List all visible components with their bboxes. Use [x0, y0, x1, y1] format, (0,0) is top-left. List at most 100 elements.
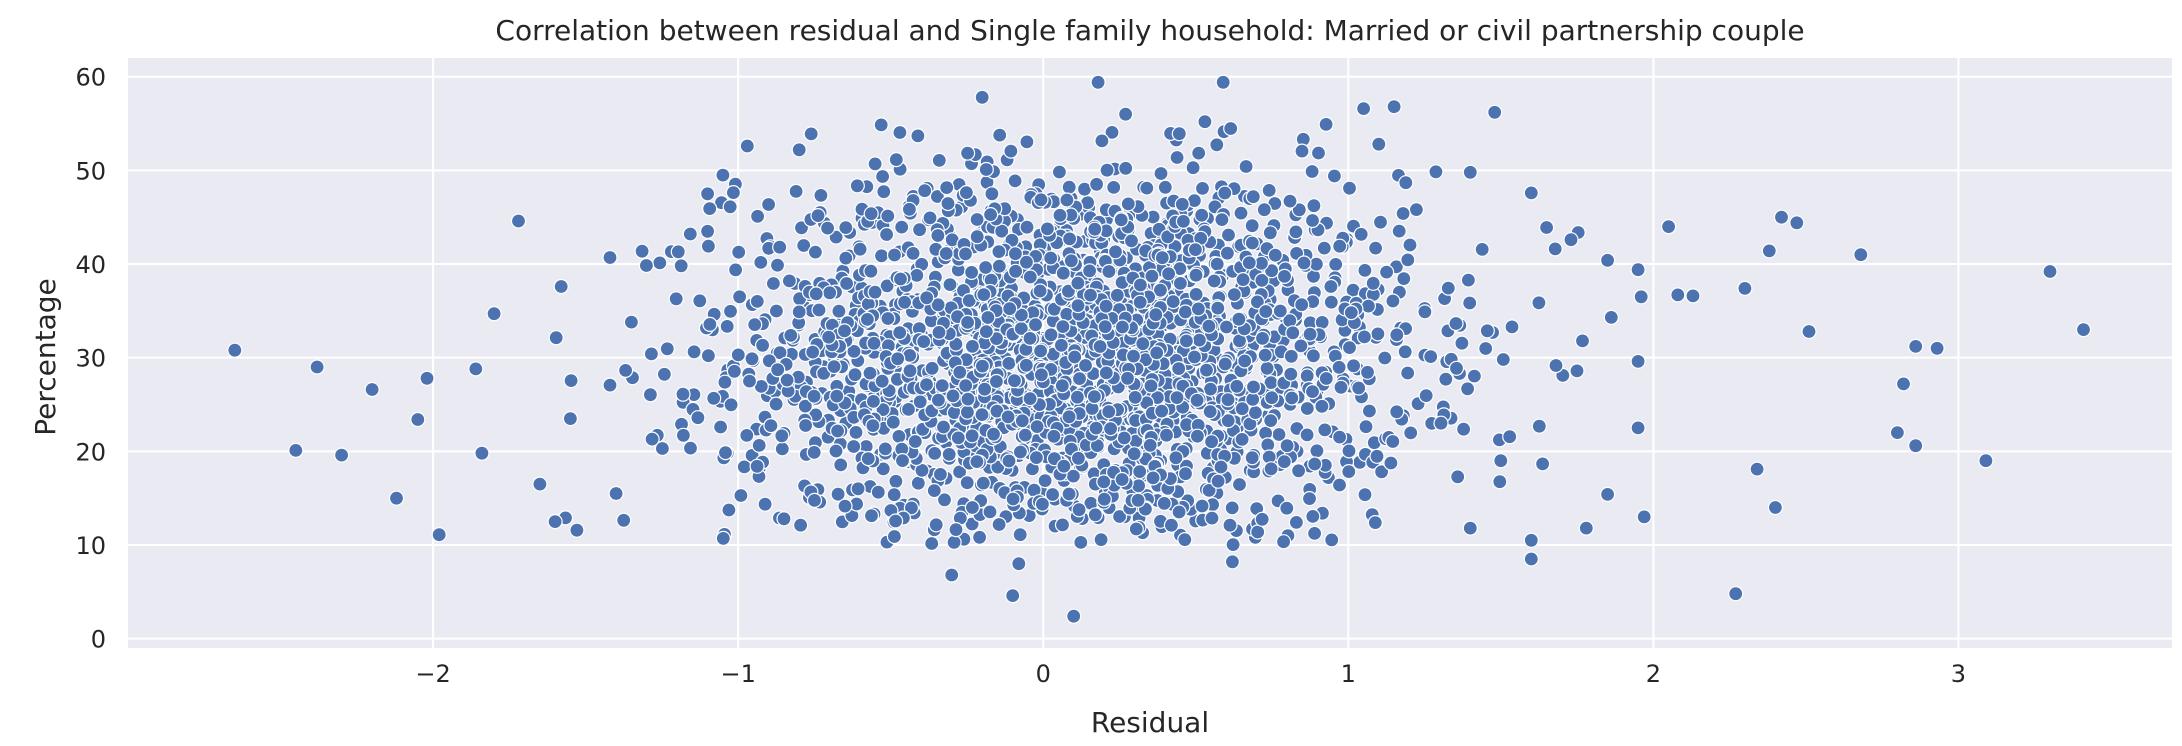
data-point: [1299, 400, 1315, 417]
data-point: [1237, 353, 1253, 369]
data-point: [768, 303, 785, 319]
data-point: [936, 492, 953, 508]
data-point: [1132, 294, 1148, 310]
data-point: [876, 184, 892, 200]
data-point: [744, 351, 760, 367]
data-point: [1276, 454, 1292, 470]
data-point: [1142, 437, 1158, 453]
data-point: [668, 291, 684, 307]
data-point: [892, 325, 908, 341]
data-point: [616, 512, 632, 528]
data-point: [1440, 280, 1456, 296]
data-point: [1333, 379, 1349, 395]
data-point: [1630, 353, 1646, 369]
data-point: [1578, 520, 1594, 536]
data-point: [888, 473, 904, 489]
data-point: [1188, 286, 1204, 302]
data-point: [1569, 363, 1585, 379]
data-point: [816, 365, 832, 381]
data-point: [1189, 428, 1206, 444]
data-point: [852, 241, 868, 257]
data-point: [1408, 202, 1425, 218]
data-point: [917, 183, 933, 199]
data-point: [1119, 370, 1136, 386]
data-point: [1053, 337, 1070, 353]
data-point: [1229, 378, 1245, 394]
data-point: [1493, 453, 1509, 469]
data-point: [1256, 202, 1272, 218]
data-point: [1305, 508, 1321, 525]
data-point: [1096, 474, 1112, 490]
data-point: [1599, 486, 1616, 502]
data-point: [1244, 218, 1260, 234]
data-point: [1249, 294, 1266, 310]
data-point: [974, 407, 990, 423]
data-point: [1116, 430, 1132, 446]
data-point: [1547, 241, 1563, 257]
data-point: [1185, 160, 1201, 176]
data-point: [894, 219, 910, 235]
data-point: [1120, 196, 1136, 212]
data-point: [838, 220, 854, 236]
data-point: [1114, 471, 1130, 488]
data-point: [1603, 309, 1619, 325]
data-point: [935, 419, 952, 435]
data-point: [1117, 106, 1134, 122]
data-point: [1123, 233, 1140, 249]
data-point: [1889, 425, 1906, 441]
data-point: [1369, 448, 1385, 464]
data-point: [1114, 319, 1131, 335]
data-point: [656, 366, 673, 382]
data-point: [805, 344, 821, 360]
data-point: [877, 441, 893, 457]
data-point: [982, 207, 999, 223]
data-point: [712, 419, 729, 435]
data-point: [1197, 114, 1213, 130]
data-point: [719, 318, 735, 334]
data-point: [776, 511, 792, 527]
data-point: [1104, 124, 1120, 140]
data-point: [1355, 100, 1372, 117]
data-point: [1283, 348, 1299, 364]
data-point: [1012, 527, 1028, 543]
data-point: [706, 390, 722, 406]
data-point: [946, 534, 962, 550]
data-point: [1523, 532, 1539, 548]
data-point: [976, 287, 992, 303]
data-point: [779, 372, 795, 388]
data-point: [909, 267, 925, 283]
data-point: [1306, 198, 1322, 214]
data-point: [928, 517, 944, 533]
data-point: [865, 418, 881, 434]
data-point: [1019, 134, 1035, 150]
data-point: [886, 528, 903, 545]
data-point: [894, 453, 911, 469]
data-point: [1238, 158, 1254, 175]
data-point: [1263, 461, 1279, 477]
data-point: [1261, 182, 1277, 198]
data-point: [699, 223, 716, 239]
data-point: [1383, 455, 1399, 471]
data-point: [730, 347, 746, 363]
data-point: [1087, 507, 1103, 523]
data-point: [1169, 149, 1185, 166]
data-point: [1331, 429, 1348, 445]
data-point: [1341, 464, 1357, 480]
data-point: [1737, 280, 1753, 296]
data-point: [863, 508, 880, 524]
data-point: [1061, 231, 1078, 247]
data-point: [1353, 226, 1369, 242]
data-point: [907, 433, 923, 450]
data-point: [1263, 413, 1279, 429]
data-point: [1022, 330, 1038, 346]
data-point: [690, 410, 706, 426]
data-point: [1187, 242, 1204, 258]
data-point: [1223, 120, 1239, 137]
data-point: [1373, 464, 1390, 480]
data-point: [1244, 235, 1260, 251]
data-point: [874, 168, 891, 185]
y-tick-labels: 0 10 20 30 40 50 60: [75, 64, 106, 654]
data-point: [1978, 453, 1994, 469]
data-point: [931, 324, 947, 340]
data-point: [870, 484, 886, 500]
